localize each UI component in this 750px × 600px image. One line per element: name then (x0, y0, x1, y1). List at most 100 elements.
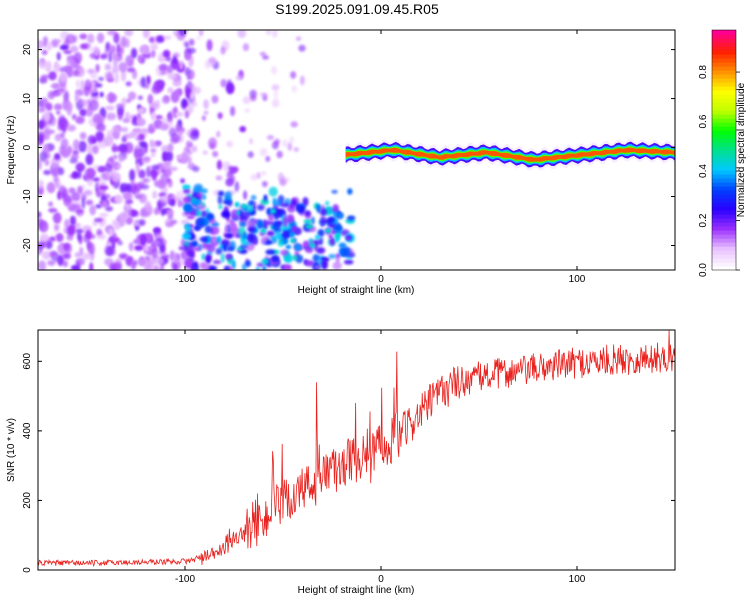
noise-blob (165, 209, 174, 215)
noise-blob (113, 58, 118, 68)
noise-blob (39, 77, 48, 84)
noise-blob (79, 108, 87, 117)
noise-blob (72, 149, 79, 156)
echo-blob (220, 253, 225, 263)
noise-blob (129, 131, 136, 138)
noise-blob (235, 74, 243, 81)
noise-blob (144, 232, 153, 244)
noise-blob (104, 71, 114, 80)
echo-blob (191, 200, 201, 206)
colorbar-cell (712, 54, 736, 59)
noise-blob (57, 254, 65, 267)
noise-blob (152, 142, 157, 148)
noise-blob (172, 79, 182, 87)
noise-blob (291, 85, 297, 93)
noise-blob (126, 98, 132, 103)
colorbar-cell (712, 134, 736, 139)
noise-blob (167, 181, 173, 188)
echo-blob (291, 198, 297, 207)
echo-blob (255, 267, 261, 270)
noise-blob (42, 144, 49, 154)
noise-blob (99, 91, 104, 98)
noise-blob (189, 92, 195, 100)
noise-blob (92, 177, 101, 182)
noise-blob (153, 240, 161, 246)
noise-blob (104, 134, 114, 147)
noise-blob (135, 144, 141, 149)
echo-blob (201, 236, 209, 243)
noise-blob (184, 41, 190, 49)
colorbar-cell (712, 186, 736, 191)
echo-blob (321, 259, 328, 270)
noise-blob (166, 65, 174, 74)
noise-blob (138, 219, 146, 226)
noise-blob (170, 198, 176, 207)
echo-blob (273, 211, 280, 221)
noise-blob (38, 40, 44, 50)
echo-blob (338, 242, 347, 249)
noise-blob (228, 165, 233, 171)
noise-blob (271, 66, 277, 75)
echo-blob (275, 220, 284, 226)
noise-blob (196, 35, 201, 41)
echo-blob (183, 203, 194, 213)
echo-blob (239, 221, 247, 228)
noise-blob (157, 57, 167, 62)
noise-blob (153, 264, 159, 270)
noise-blob (98, 76, 105, 81)
noise-blob (38, 220, 49, 233)
echo-blob (289, 231, 295, 238)
colorbar-cell (712, 30, 736, 35)
noise-blob (148, 36, 155, 43)
echo-blob (313, 239, 322, 246)
echo-blob (206, 243, 216, 253)
spectrogram-y-tick-label: 10 (22, 93, 33, 105)
echo-blob (286, 204, 296, 213)
noise-blob (66, 145, 73, 154)
echo-blob (343, 259, 354, 265)
noise-blob (47, 90, 56, 100)
noise-blob (181, 98, 188, 109)
noise-blob (281, 139, 288, 148)
noise-blob (97, 165, 106, 173)
colorbar-cell (712, 94, 736, 99)
noise-blob (95, 63, 100, 73)
echo-blob (217, 195, 223, 205)
noise-blob (38, 247, 41, 256)
colorbar-cell (712, 174, 736, 179)
noise-blob (172, 263, 178, 270)
noise-blob (135, 162, 140, 174)
colorbar-cell (712, 46, 736, 51)
noise-blob (167, 87, 174, 94)
colorbar-cell (712, 214, 736, 219)
echo-blob (248, 200, 255, 206)
echo-blob (240, 211, 251, 220)
noise-blob (216, 159, 223, 171)
noise-blob (248, 138, 254, 145)
noise-blob (144, 241, 149, 253)
snr-series-line (38, 330, 675, 567)
noise-blob (104, 257, 114, 266)
noise-blob (187, 156, 192, 165)
noise-blob (125, 81, 132, 87)
echo-blob (336, 212, 344, 220)
echo-hotspot (325, 228, 332, 234)
snr-x-tick-label: -100 (175, 574, 195, 585)
colorbar-cell (712, 218, 736, 223)
spectrogram-y-label: Frequency (Hz) (6, 116, 17, 185)
noise-blob (138, 169, 146, 179)
colorbar-tick-label: 0.4 (698, 164, 709, 178)
colorbar-cell (712, 254, 736, 259)
echo-blob (225, 232, 234, 239)
colorbar-cell (712, 226, 736, 231)
noise-blob (116, 163, 122, 170)
noise-blob (180, 178, 186, 184)
echo-blob (212, 259, 222, 265)
echo-blob (302, 197, 309, 207)
echo-blob (266, 230, 275, 237)
noise-blob (72, 139, 80, 151)
noise-blob (217, 112, 223, 120)
noise-blob (75, 162, 86, 172)
noise-blob (72, 69, 80, 77)
